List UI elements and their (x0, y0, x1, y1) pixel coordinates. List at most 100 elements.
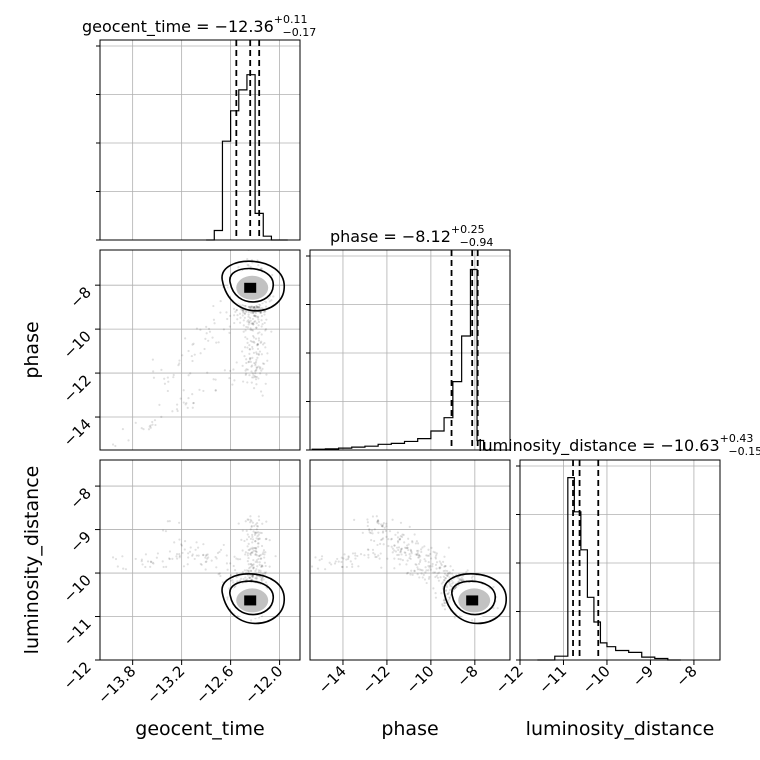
sample-point-10-277 (261, 394, 264, 397)
sample-point-10-678 (254, 315, 257, 318)
sample-point-20-510 (255, 537, 258, 540)
sample-point-20-55 (182, 565, 186, 568)
sample-point-10-395 (250, 305, 254, 308)
sample-point-10-691 (111, 443, 115, 446)
sample-point-21-545 (460, 579, 463, 582)
sample-point-10-503 (239, 316, 242, 319)
sample-point-20-171 (247, 563, 250, 566)
sample-point-20-755 (186, 563, 189, 566)
sample-point-10-309 (187, 397, 190, 400)
sample-point-21-342 (431, 565, 434, 568)
sample-point-20-676 (230, 574, 233, 577)
sample-point-10-344 (261, 323, 264, 326)
sample-point-21-880 (426, 554, 429, 557)
sample-point-21-305 (443, 572, 447, 575)
sample-point-10-387 (264, 329, 267, 332)
sample-point-20-344 (246, 533, 249, 536)
sample-point-21-9 (435, 552, 439, 555)
sample-point-21-14 (406, 544, 409, 547)
sample-point-21-483 (410, 552, 413, 555)
sample-point-21-247 (361, 531, 364, 534)
sample-point-21-340 (399, 551, 402, 554)
sample-point-20-342 (251, 547, 254, 551)
sample-point-21-386 (424, 560, 427, 563)
sample-point-20-29 (202, 554, 205, 557)
sample-point-21-170 (393, 544, 396, 547)
sample-point-20-645 (249, 521, 252, 524)
sample-point-21-451 (425, 554, 428, 557)
sample-point-10-28 (260, 267, 263, 270)
sample-point-21-452 (411, 573, 414, 577)
xtick-label-luminosity_distance-3: −9 (629, 662, 657, 690)
sample-point-20-888 (244, 520, 247, 523)
sample-point-20-234 (245, 569, 248, 572)
sample-point-10-86 (249, 356, 252, 360)
sample-point-21-626 (439, 562, 443, 565)
sample-point-20-594 (254, 532, 257, 535)
sample-point-20-332 (140, 558, 143, 561)
sample-point-21-798 (409, 573, 412, 576)
sample-point-21-125 (376, 521, 379, 524)
sample-point-21-485 (367, 556, 370, 559)
sample-point-20-336 (261, 522, 264, 525)
sample-point-20-122 (193, 557, 196, 561)
sample-point-20-601 (250, 574, 253, 577)
sample-point-20-319 (247, 535, 251, 539)
sample-point-20-838 (140, 560, 143, 563)
sample-point-20-463 (189, 546, 192, 549)
sample-point-21-848 (452, 581, 455, 584)
sample-point-20-611 (194, 548, 197, 551)
sample-point-10-460 (249, 327, 252, 330)
sample-point-10-778 (260, 325, 263, 328)
sample-point-20-98 (252, 566, 255, 569)
sample-point-21-131 (431, 562, 434, 566)
sample-point-10-2 (192, 402, 195, 405)
sample-point-20-744 (175, 557, 179, 560)
sample-point-20-386 (173, 541, 176, 544)
sample-point-20-296 (195, 554, 198, 557)
sample-point-21-208 (351, 552, 355, 555)
sample-point-20-5 (251, 574, 254, 577)
sample-point-20-534 (168, 520, 171, 523)
sample-point-20-413 (257, 545, 260, 548)
sample-point-10-810 (253, 375, 257, 378)
sample-point-21-157 (368, 531, 371, 534)
sample-point-20-556 (165, 565, 168, 568)
panel-phase-vs-geocent_time (99, 249, 301, 451)
sample-point-10-738 (252, 323, 255, 326)
sample-point-10-100 (235, 309, 238, 312)
sample-point-10-211 (152, 376, 156, 379)
sample-point-21-855 (386, 557, 389, 560)
sample-point-10-49 (243, 346, 247, 349)
sample-point-21-419 (337, 560, 340, 563)
sample-point-10-451 (223, 369, 226, 372)
sample-point-10-527 (260, 306, 263, 310)
sample-point-21-603 (377, 554, 380, 557)
sample-point-20-110 (252, 530, 255, 533)
sample-point-10-657 (178, 359, 181, 362)
sample-point-10-361 (257, 324, 260, 327)
sample-point-20-783 (215, 566, 218, 569)
density-peak-20 (244, 595, 257, 606)
sample-point-10-777 (191, 392, 194, 396)
sample-point-21-288 (447, 591, 450, 594)
sample-point-20-542 (146, 560, 150, 563)
sample-point-21-514 (492, 607, 495, 610)
sample-point-10-154 (179, 397, 182, 400)
sample-point-20-317 (249, 528, 252, 531)
sample-point-20-868 (249, 552, 252, 555)
sample-point-20-304 (259, 553, 262, 557)
sample-point-21-239 (416, 551, 419, 555)
sample-point-20-400 (116, 565, 119, 568)
contour-outer-21 (443, 573, 508, 625)
sample-point-10-124 (185, 402, 188, 405)
sample-point-21-350 (434, 557, 437, 560)
sample-point-10-143 (232, 307, 236, 310)
sample-point-21-307 (427, 554, 430, 557)
sample-point-21-521 (371, 515, 375, 518)
sample-point-21-845 (398, 538, 401, 541)
sample-point-10-694 (134, 421, 137, 424)
sample-point-20-690 (274, 555, 277, 558)
sample-point-10-480 (251, 317, 255, 321)
sample-point-10-409 (242, 330, 245, 333)
